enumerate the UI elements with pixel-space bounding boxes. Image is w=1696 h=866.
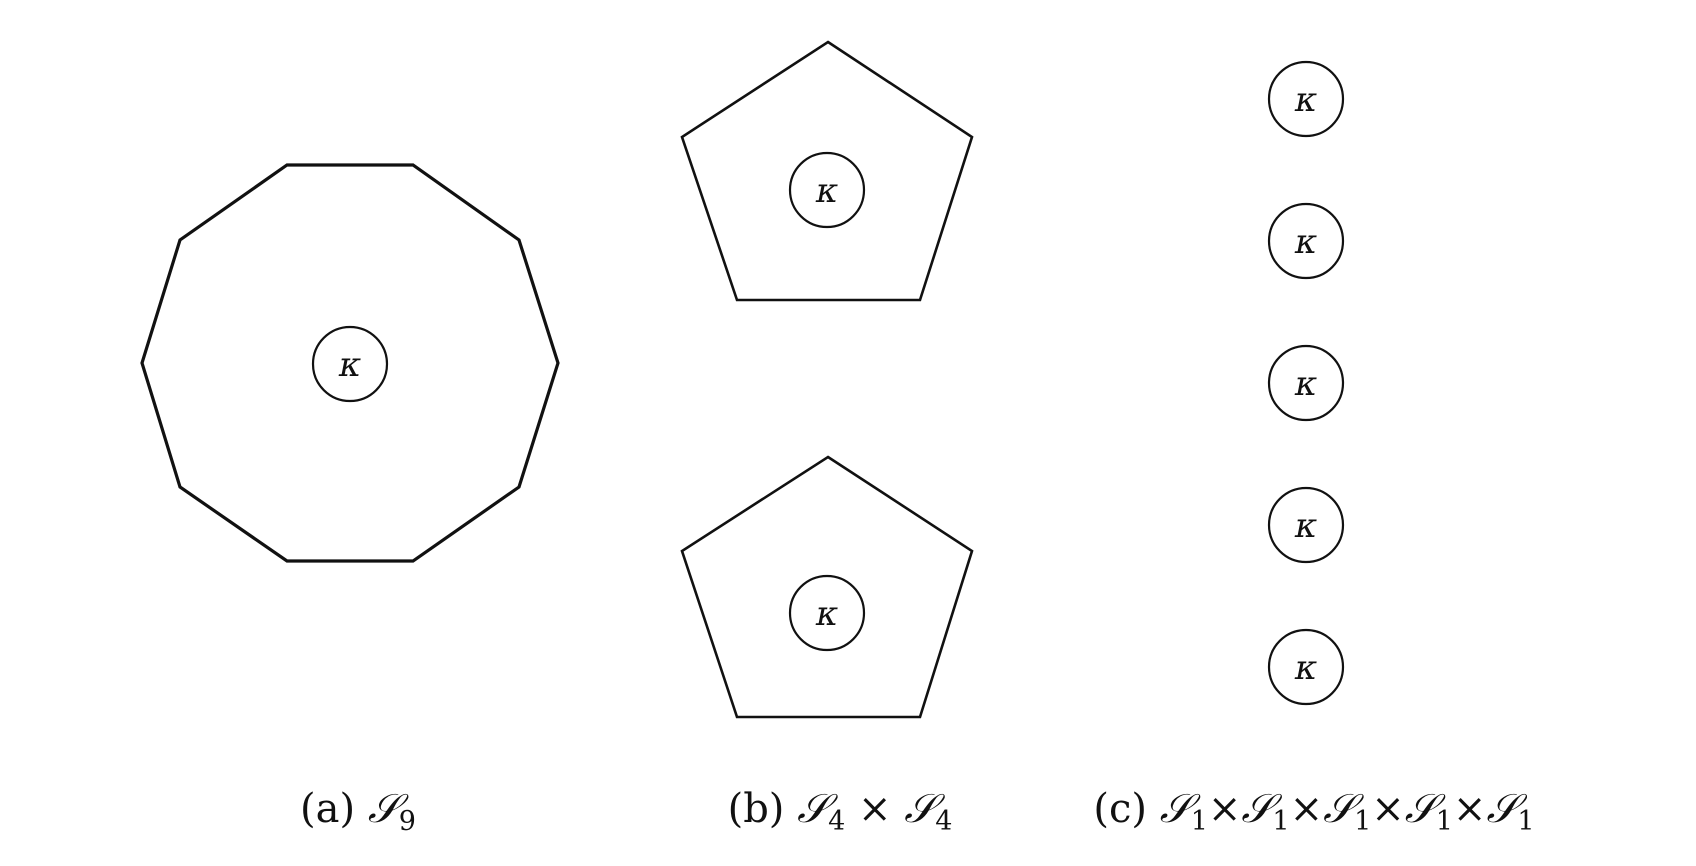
caption-c-times: × bbox=[1453, 786, 1487, 832]
kappa-node: κ bbox=[1267, 202, 1345, 280]
caption-c: (c) 𝒮1×𝒮1×𝒮1×𝒮1×𝒮1 bbox=[1093, 786, 1534, 837]
kappa-node: κ bbox=[788, 574, 866, 652]
caption-b-prefix: (b) bbox=[728, 786, 785, 832]
caption-b-times: × bbox=[858, 786, 892, 832]
kappa-node-circle bbox=[1267, 486, 1345, 564]
kappa-node-circle bbox=[1267, 628, 1345, 706]
caption-c-term-sub: 1 bbox=[1354, 806, 1371, 837]
kappa-node-circle bbox=[1267, 344, 1345, 422]
caption-b-term-sub: 4 bbox=[935, 806, 952, 837]
caption-c-prefix: (c) bbox=[1093, 786, 1147, 832]
kappa-node-circle bbox=[1267, 60, 1345, 138]
panel-a: κ bbox=[140, 163, 560, 563]
kappa-node-label: κ bbox=[1294, 648, 1317, 688]
caption-b: (b) 𝒮4 × 𝒮4 bbox=[728, 786, 953, 837]
panel-c: κ κ κ κ κ bbox=[1267, 60, 1345, 706]
kappa-node: κ bbox=[788, 151, 866, 229]
kappa-node: κ bbox=[311, 325, 389, 403]
kappa-node-circle bbox=[788, 574, 866, 652]
panel-b: κ κ bbox=[680, 40, 974, 719]
caption-a: (a) 𝒮9 bbox=[300, 786, 416, 837]
kappa-node: κ bbox=[1267, 60, 1345, 138]
kappa-node-label: κ bbox=[1294, 364, 1317, 404]
pentagon-top-shape bbox=[680, 40, 974, 302]
caption-c-times: × bbox=[1371, 786, 1405, 832]
kappa-node-label: κ bbox=[338, 345, 361, 385]
kappa-node: κ bbox=[1267, 344, 1345, 422]
kappa-node-circle bbox=[311, 325, 389, 403]
caption-a-term-sub: 9 bbox=[399, 806, 416, 837]
caption-c-times: × bbox=[1290, 786, 1324, 832]
caption-c-term-sub: 1 bbox=[1191, 806, 1208, 837]
caption-c-term-sub: 1 bbox=[1517, 806, 1534, 837]
decagon-shape bbox=[140, 163, 560, 563]
kappa-node-circle bbox=[788, 151, 866, 229]
kappa-node-label: κ bbox=[1294, 80, 1317, 120]
pentagon-bottom-shape bbox=[680, 455, 974, 719]
caption-c-times: × bbox=[1208, 786, 1242, 832]
caption-c-term-sub: 1 bbox=[1272, 806, 1289, 837]
kappa-node-label: κ bbox=[1294, 506, 1317, 546]
kappa-node-circle bbox=[1267, 202, 1345, 280]
caption-c-term-sub: 1 bbox=[1436, 806, 1453, 837]
caption-b-term-sub: 4 bbox=[828, 806, 845, 837]
kappa-node: κ bbox=[1267, 628, 1345, 706]
kappa-node-label: κ bbox=[815, 171, 838, 211]
kappa-node-label: κ bbox=[1294, 222, 1317, 262]
caption-a-prefix: (a) bbox=[300, 786, 355, 832]
kappa-node: κ bbox=[1267, 486, 1345, 564]
kappa-node-label: κ bbox=[815, 594, 838, 634]
